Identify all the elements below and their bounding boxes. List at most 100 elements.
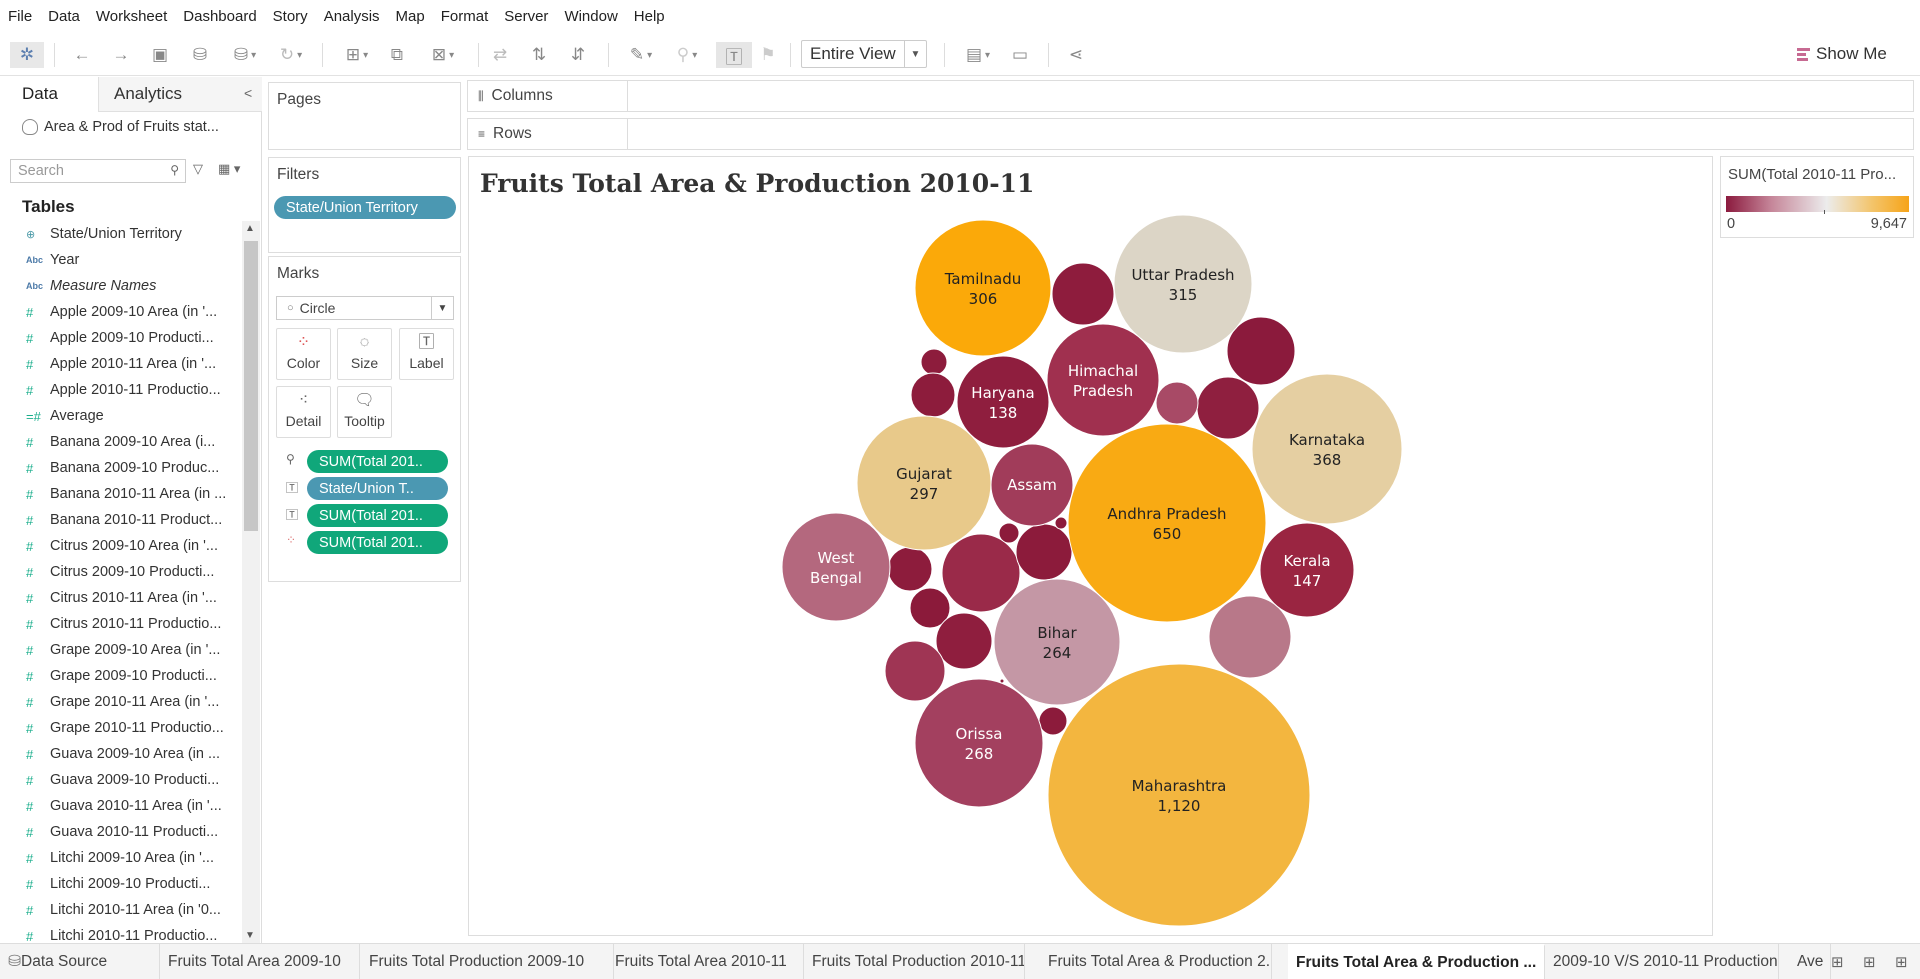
field-item[interactable]: # Grape 2009-10 Producti... bbox=[0, 663, 240, 689]
redo-icon[interactable]: → bbox=[112, 45, 130, 64]
show-mark-labels-icon[interactable]: 🅃 bbox=[716, 42, 752, 68]
bubble-unlabeled[interactable] bbox=[884, 640, 946, 702]
fit-view-dropdown[interactable]: Entire View ▼ bbox=[801, 40, 927, 68]
field-item[interactable]: # Apple 2009-10 Area (in '... bbox=[0, 299, 240, 325]
field-item[interactable]: # Citrus 2009-10 Area (in '... bbox=[0, 533, 240, 559]
bubble-assam[interactable] bbox=[990, 443, 1074, 527]
bubble-unlabeled[interactable] bbox=[1038, 706, 1068, 736]
bubble-unlabeled[interactable] bbox=[935, 612, 993, 670]
menu-item-server[interactable]: Server bbox=[504, 8, 549, 25]
size-button[interactable]: ◌ Size bbox=[337, 328, 392, 380]
sort-descending-icon[interactable]: ⇵ bbox=[570, 45, 586, 64]
mark-type-dropdown[interactable]: ○ Circle ▼ bbox=[276, 296, 454, 320]
bubble-karnataka[interactable] bbox=[1251, 373, 1403, 525]
field-item[interactable]: # Guava 2009-10 Area (in ... bbox=[0, 741, 240, 767]
field-item[interactable]: Abc Measure Names bbox=[0, 273, 240, 299]
field-item[interactable]: ⊕ State/Union Territory bbox=[0, 221, 240, 247]
new-story-icon[interactable]: ⊞ bbox=[1895, 954, 1908, 971]
sheet-tab[interactable]: Fruits Total Area 2009-10 bbox=[160, 944, 360, 979]
field-item[interactable]: # Apple 2009-10 Producti... bbox=[0, 325, 240, 351]
field-item[interactable]: # Banana 2009-10 Area (i... bbox=[0, 429, 240, 455]
field-item[interactable]: # Grape 2009-10 Area (in '... bbox=[0, 637, 240, 663]
bubble-tamilnadu[interactable] bbox=[914, 219, 1052, 357]
bubble-west-bengal[interactable] bbox=[781, 512, 891, 622]
sheet-tab[interactable]: Ave bbox=[1789, 944, 1831, 979]
field-item[interactable]: # Apple 2010-11 Productio... bbox=[0, 377, 240, 403]
view-options-icon[interactable]: ▦ ▾ bbox=[218, 161, 241, 176]
bubble-unlabeled[interactable] bbox=[910, 372, 956, 418]
new-worksheet-icon[interactable]: ⊞ bbox=[1831, 954, 1844, 971]
pause-updates-icon[interactable]: ⛁ bbox=[226, 42, 264, 68]
bubble-unlabeled[interactable] bbox=[1051, 262, 1115, 326]
new-dashboard-icon[interactable]: ⊞ bbox=[1863, 954, 1876, 971]
new-worksheet-icon[interactable]: ⊞ bbox=[337, 42, 377, 68]
tooltip-button[interactable]: 🗨 Tooltip bbox=[337, 386, 392, 438]
menu-item-analysis[interactable]: Analysis bbox=[323, 8, 380, 25]
bubble-kerala[interactable] bbox=[1259, 522, 1355, 618]
undo-icon[interactable]: ← bbox=[73, 45, 91, 64]
sheet-tab[interactable]: Fruits Total Production 2010-11 bbox=[804, 944, 1025, 979]
columns-shelf[interactable]: ⫼ Columns bbox=[467, 80, 1914, 112]
sheet-tab[interactable]: Fruits Total Production 2009-10 bbox=[361, 944, 614, 979]
bubble-unlabeled[interactable] bbox=[1208, 595, 1292, 679]
bubble-unlabeled[interactable] bbox=[1015, 523, 1073, 581]
sheet-tab[interactable]: Fruits Total Area & Production 2... bbox=[1040, 944, 1272, 979]
bubble-gujarat[interactable] bbox=[856, 415, 992, 551]
filter-fields-icon[interactable]: ▽ bbox=[193, 161, 203, 176]
bubble-uttar-pradesh[interactable] bbox=[1113, 214, 1253, 354]
pages-card[interactable]: Pages bbox=[268, 82, 461, 150]
sheet-tab[interactable]: Fruits Total Area & Production ... bbox=[1288, 944, 1545, 979]
field-item[interactable]: # Litchi 2010-11 Area (in '0... bbox=[0, 897, 240, 923]
data-source-tab[interactable]: ⛁ Data Source bbox=[0, 944, 160, 979]
bubble-unlabeled[interactable] bbox=[941, 533, 1021, 613]
field-item[interactable]: # Guava 2009-10 Producti... bbox=[0, 767, 240, 793]
search-input[interactable]: Search ⚲ bbox=[10, 159, 186, 183]
marks-pill-label-state[interactable]: State/Union T.. bbox=[307, 477, 448, 500]
menu-item-map[interactable]: Map bbox=[395, 8, 425, 25]
scroll-down-icon[interactable]: ▼ bbox=[245, 930, 255, 941]
data-source-item[interactable]: Area & Prod of Fruits stat... bbox=[22, 119, 219, 135]
bubble-unlabeled[interactable] bbox=[887, 546, 933, 592]
field-item[interactable]: # Banana 2010-11 Area (in ... bbox=[0, 481, 240, 507]
color-button[interactable]: ⁘ Color bbox=[276, 328, 331, 380]
filter-pill-state[interactable]: State/Union Territory bbox=[274, 196, 456, 219]
bubble-chart[interactable]: Maharashtra 1,120 Andhra Pradesh 650 Karnata… bbox=[469, 157, 1713, 936]
field-item[interactable]: # Apple 2010-11 Area (in '... bbox=[0, 351, 240, 377]
menu-item-format[interactable]: Format bbox=[440, 8, 489, 25]
field-item[interactable]: # Citrus 2010-11 Area (in '... bbox=[0, 585, 240, 611]
menu-item-help[interactable]: Help bbox=[633, 8, 665, 25]
field-item[interactable]: # Guava 2010-11 Area (in '... bbox=[0, 793, 240, 819]
bubble-unlabeled[interactable] bbox=[909, 587, 951, 629]
field-item[interactable]: # Guava 2010-11 Producti... bbox=[0, 819, 240, 845]
sort-ascending-icon[interactable]: ⇅ bbox=[531, 45, 547, 64]
menu-item-worksheet[interactable]: Worksheet bbox=[95, 8, 168, 25]
share-icon[interactable]: ⋖ bbox=[1068, 45, 1084, 64]
swap-rows-columns-icon[interactable]: ⇄ bbox=[492, 45, 508, 64]
field-list-scrollbar[interactable]: ▲ ▼ bbox=[242, 221, 260, 943]
tab-data[interactable]: Data bbox=[0, 77, 98, 112]
scroll-up-icon[interactable]: ▲ bbox=[245, 223, 255, 234]
bubble-unlabeled[interactable] bbox=[1155, 381, 1199, 425]
menu-item-story[interactable]: Story bbox=[272, 8, 308, 25]
bubble-andhra-pradesh[interactable] bbox=[1067, 423, 1267, 623]
show-me-button[interactable]: Show Me bbox=[1797, 42, 1887, 66]
bubble-haryana[interactable] bbox=[956, 355, 1050, 449]
highlight-icon[interactable]: ✎ bbox=[622, 42, 660, 68]
field-item[interactable]: # Citrus 2009-10 Producti... bbox=[0, 559, 240, 585]
menu-item-data[interactable]: Data bbox=[48, 8, 80, 25]
bubble-maharashtra[interactable] bbox=[1047, 663, 1311, 927]
menu-item-dashboard[interactable]: Dashboard bbox=[183, 8, 257, 25]
bubble-bihar[interactable] bbox=[993, 578, 1121, 706]
presentation-mode-icon[interactable]: ▭ bbox=[1011, 45, 1029, 64]
field-item[interactable]: # Litchi 2009-10 Producti... bbox=[0, 871, 240, 897]
field-item[interactable]: # Citrus 2010-11 Productio... bbox=[0, 611, 240, 637]
fix-axes-icon[interactable]: ⚑ bbox=[760, 45, 776, 64]
clear-sheet-icon[interactable]: ⊠ bbox=[423, 42, 463, 68]
marks-pill-label-measure[interactable]: SUM(Total 201.. bbox=[307, 504, 448, 527]
sheet-tab[interactable]: 2009-10 V/S 2010-11 Production bbox=[1545, 944, 1779, 979]
tableau-logo-icon[interactable]: ✲ bbox=[10, 42, 44, 68]
menu-item-file[interactable]: File bbox=[8, 8, 33, 25]
field-item[interactable]: =# Average bbox=[0, 403, 240, 429]
viz-area[interactable]: Fruits Total Area & Production 2010-11 M… bbox=[468, 156, 1713, 936]
field-item[interactable]: # Banana 2009-10 Produc... bbox=[0, 455, 240, 481]
